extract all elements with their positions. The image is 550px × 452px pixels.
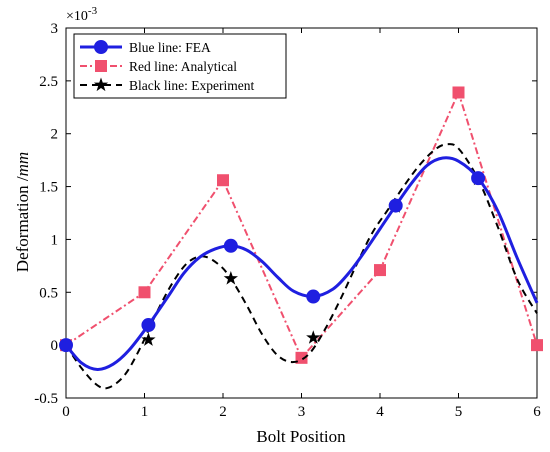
- y-exponent-label: ×10-3: [66, 5, 98, 24]
- data-point-circle: [306, 289, 321, 304]
- x-tick-label: 5: [455, 404, 463, 420]
- data-point-square: [374, 264, 386, 277]
- legend-swatch-marker: [95, 60, 107, 72]
- data-point-square: [452, 86, 465, 99]
- data-point-square: [531, 339, 543, 352]
- x-tick-label: 2: [219, 404, 227, 420]
- legend: Blue line: FEA Red line: Analytical Black …: [73, 33, 287, 99]
- data-point-square: [217, 174, 229, 187]
- x-axis-label: Bolt Position: [256, 427, 346, 446]
- x-tick-label: 0: [62, 404, 70, 420]
- data-point-circle: [388, 198, 403, 213]
- data-point-square: [295, 351, 308, 364]
- x-tick-label: 4: [376, 404, 384, 420]
- y-exponent-power: -3: [88, 5, 98, 17]
- data-point-circle: [59, 338, 73, 353]
- series-line: [64, 156, 539, 371]
- y-tick-label: 1: [51, 232, 59, 248]
- legend-box: [73, 33, 287, 99]
- legend-swatch-marker: [93, 77, 109, 92]
- axis-labels: Bolt Position Deformation /mm ×10-3: [13, 5, 346, 446]
- x-tick-label: 1: [141, 404, 149, 420]
- y-axis-label: Deformation /mm: [13, 152, 32, 272]
- series-group: [58, 86, 543, 390]
- y-tick-label: 1.5: [39, 180, 58, 196]
- y-tick-label: 2.5: [39, 74, 58, 90]
- legend-swatch-marker: [94, 40, 108, 54]
- data-point-circle: [471, 171, 486, 186]
- y-tick-label: 0.5: [39, 285, 58, 301]
- series-circle: [59, 156, 539, 371]
- y-exponent-base: ×10: [66, 9, 88, 24]
- data-point-star: [223, 271, 238, 285]
- data-point-star: [306, 330, 321, 344]
- legend-label: Black line: Experiment: [129, 78, 254, 93]
- data-point-circle: [223, 238, 238, 253]
- y-axis-label-text: Deformation /: [13, 176, 32, 272]
- x-tick-label: 6: [533, 404, 541, 420]
- y-tick-label: -0.5: [34, 391, 58, 407]
- y-tick-label: 3: [51, 21, 59, 37]
- y-tick-label: 2: [51, 127, 59, 143]
- legend-label: Red line: Analytical: [129, 59, 237, 74]
- y-axis-label-unit: mm: [13, 152, 32, 177]
- x-tick-label: 3: [298, 404, 306, 420]
- series-line: [65, 143, 538, 390]
- y-tick-label: 0: [51, 338, 59, 354]
- legend-label: Blue line: FEA: [129, 40, 211, 55]
- data-point-square: [138, 286, 151, 299]
- data-point-circle: [141, 318, 156, 333]
- axis-ticks: 0 1 2 3 4 5 6-0.500.511.522.53: [34, 21, 541, 420]
- data-point-star: [141, 332, 156, 346]
